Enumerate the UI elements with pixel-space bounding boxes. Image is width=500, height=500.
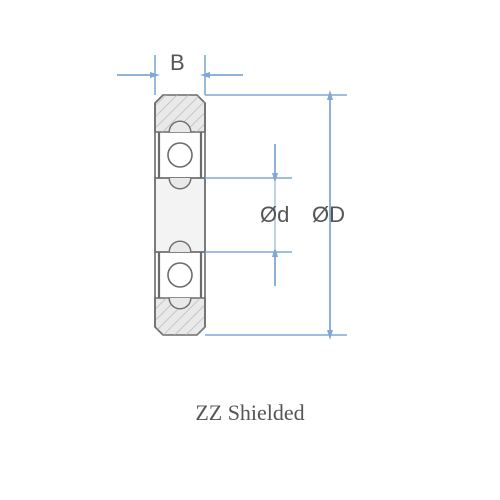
svg-text:ØD: ØD <box>312 202 345 227</box>
svg-text:Ød: Ød <box>260 202 289 227</box>
caption-text: ZZ Shielded <box>0 400 500 426</box>
svg-text:B: B <box>170 50 185 75</box>
diagram-stage: B Ød ØD ZZ Shielded <box>0 0 500 500</box>
